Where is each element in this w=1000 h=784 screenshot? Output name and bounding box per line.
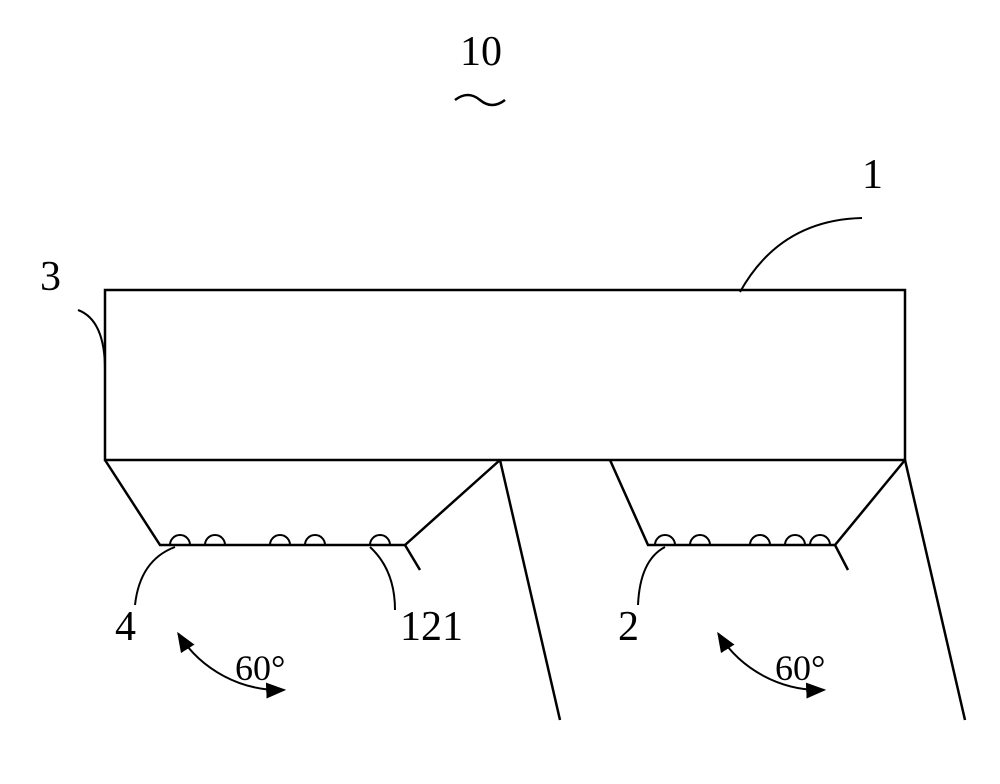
label-4: 4 bbox=[115, 604, 136, 650]
technical-figure: 10 1 3 4 121 2 60° 60° bbox=[40, 29, 965, 720]
leader-121 bbox=[370, 547, 395, 610]
left-triangle-left-stub bbox=[405, 545, 420, 570]
bump-right-4 bbox=[810, 535, 830, 545]
leader-4 bbox=[135, 547, 175, 605]
bump-left-0 bbox=[170, 535, 190, 545]
bump-right-1 bbox=[690, 535, 710, 545]
leader-1 bbox=[740, 218, 862, 292]
angle-label-right: 60° bbox=[775, 648, 825, 688]
leader-3 bbox=[78, 310, 105, 370]
tilde-mark bbox=[455, 95, 505, 105]
bump-right-0 bbox=[655, 535, 675, 545]
main-body bbox=[105, 290, 905, 460]
label-121: 121 bbox=[400, 604, 463, 650]
right-triangle-right-edge bbox=[905, 460, 965, 720]
bump-left-2 bbox=[270, 535, 290, 545]
angle-label-left: 60° bbox=[235, 648, 285, 688]
bump-right-3 bbox=[785, 535, 805, 545]
right-triangle-left-stub bbox=[835, 545, 848, 570]
label-3: 3 bbox=[40, 254, 61, 300]
angle-arc-left-2 bbox=[178, 634, 223, 676]
bump-right-2 bbox=[750, 535, 770, 545]
left-trapezoid bbox=[105, 460, 500, 545]
left-triangle-right-edge bbox=[500, 460, 560, 720]
angle-arc-right-2 bbox=[718, 634, 763, 676]
label-2: 2 bbox=[618, 604, 639, 650]
right-trapezoid bbox=[610, 460, 905, 545]
bump-left-4 bbox=[370, 535, 390, 545]
figure-ref-number: 10 bbox=[460, 29, 502, 75]
bump-left-1 bbox=[205, 535, 225, 545]
leader-2 bbox=[638, 547, 665, 605]
bump-left-3 bbox=[305, 535, 325, 545]
label-1: 1 bbox=[862, 152, 883, 198]
